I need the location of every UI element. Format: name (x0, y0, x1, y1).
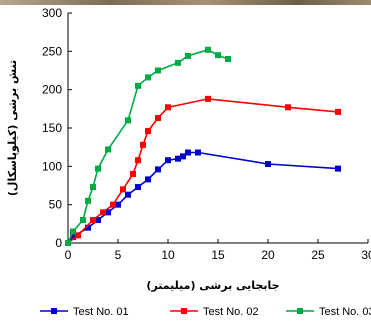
legend-swatch-marker-2 (181, 308, 187, 314)
legend-swatch-marker-1 (51, 308, 57, 314)
series-1-point (125, 191, 131, 198)
y-tick-label: 100 (42, 159, 62, 173)
series-line-3 (67, 48, 229, 244)
series-1-point (180, 153, 186, 160)
series-2-point (100, 209, 106, 216)
series-2-point (140, 141, 146, 148)
series-3-point (105, 146, 111, 153)
x-tick-label: 20 (261, 248, 275, 262)
series-3-point (125, 117, 131, 124)
legend-swatch-marker-3 (297, 308, 303, 314)
series-3-point (215, 52, 221, 59)
legend-label-2: Test No. 02 (203, 306, 259, 318)
series-3-point (90, 184, 96, 191)
series-3-point (175, 59, 181, 66)
series-1-point (165, 157, 171, 164)
series-line-2 (67, 98, 339, 244)
series-2-point (110, 201, 116, 208)
series-1-point (70, 233, 76, 240)
series-2-point (120, 186, 126, 193)
series-2-point (155, 115, 161, 122)
series-1-point (155, 166, 161, 173)
y-tick-label: 300 (42, 6, 62, 20)
series-3-point (70, 228, 76, 235)
x-tick-label: 15 (211, 248, 225, 262)
y-tick-label: 200 (42, 83, 62, 97)
series-1-point (85, 224, 91, 231)
series-1-point (265, 161, 271, 168)
x-tick-label: 0 (65, 248, 72, 262)
series-1-point (195, 149, 201, 156)
legend-label-1: Test No. 01 (73, 306, 129, 318)
series-1-point (95, 217, 101, 223)
series-3-point (85, 197, 91, 204)
series-2-point (135, 157, 141, 164)
series-3-point (185, 52, 191, 59)
x-tick-label: 25 (311, 248, 325, 262)
x-tick-label: 30 (361, 248, 371, 262)
photo-strip (0, 0, 371, 5)
y-axis-title: تنش برشی (کیلوپاسکال) (6, 60, 19, 196)
series-2-point (165, 104, 171, 111)
series-2-point (335, 108, 341, 115)
series-line-1 (67, 151, 339, 244)
series-1-point (145, 176, 151, 183)
series-1-point (115, 201, 121, 208)
series-2-point (90, 217, 96, 223)
series-1-point (175, 155, 181, 162)
y-tick-label: 0 (55, 236, 62, 250)
x-tick-label: 5 (115, 248, 122, 262)
series-3-point (135, 82, 141, 89)
series-1-point (335, 165, 341, 172)
series-3-point (205, 46, 211, 53)
series-3-point (80, 217, 86, 223)
y-tick-label: 50 (49, 198, 63, 212)
series-2-point (205, 95, 211, 102)
series-3-point (95, 165, 101, 172)
legend-label-3: Test No. 03 (319, 306, 371, 318)
series-2-point (285, 104, 291, 111)
x-axis-title: جابجایی برشی (میلیمتر) (146, 279, 279, 292)
x-tick-label: 10 (161, 248, 175, 262)
series-3-point (145, 74, 151, 81)
series-2-point (75, 232, 81, 239)
series-3-point (155, 67, 161, 74)
y-tick-label: 150 (42, 121, 62, 135)
series-1-point (105, 209, 111, 216)
series-3-point (65, 240, 71, 246)
y-tick-label: 250 (42, 44, 62, 58)
series-2-point (145, 128, 151, 135)
series-1-point (135, 184, 141, 191)
series-3-point (225, 56, 231, 62)
series-2-point (130, 171, 136, 177)
series-1-point (185, 149, 191, 156)
